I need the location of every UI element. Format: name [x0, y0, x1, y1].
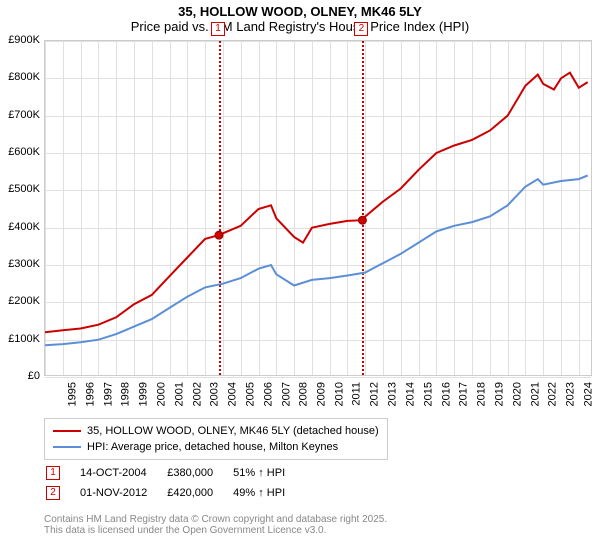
events-table-row: 1 14-OCT-2004£380,00051% ↑ HPI [46, 464, 303, 482]
event-number-box: 1 [46, 466, 60, 480]
x-axis-label: 2008 [298, 382, 310, 406]
x-axis-label: 2023 [565, 382, 577, 406]
footer-line-1: Contains HM Land Registry data © Crown c… [44, 514, 387, 525]
x-axis-label: 2007 [280, 382, 292, 406]
x-axis-label: 1995 [66, 382, 78, 406]
x-axis-label: 1998 [120, 382, 132, 406]
y-axis-label: £500K [0, 183, 40, 195]
event-dot [358, 216, 366, 224]
chart-legend: 35, HOLLOW WOOD, OLNEY, MK46 5LY (detach… [44, 418, 388, 460]
x-axis-label: 2014 [405, 382, 417, 406]
chart-title: 35, HOLLOW WOOD, OLNEY, MK46 5LY [0, 0, 600, 19]
x-axis-label: 2000 [155, 382, 167, 406]
x-axis-label: 2004 [227, 382, 239, 406]
y-axis-label: £800K [0, 71, 40, 83]
x-axis-label: 2016 [440, 382, 452, 406]
legend-label: HPI: Average price, detached house, Milt… [87, 441, 338, 453]
x-axis-label: 2013 [387, 382, 399, 406]
x-axis-label: 2011 [350, 382, 362, 406]
y-axis-label: £200K [0, 295, 40, 307]
event-delta: 49% ↑ HPI [233, 484, 303, 502]
x-axis-label: 2002 [191, 382, 203, 406]
x-axis-label: 2003 [209, 382, 221, 406]
y-axis-label: £600K [0, 146, 40, 158]
event-date: 01-NOV-2012 [80, 484, 165, 502]
chart-svg [45, 41, 593, 377]
y-axis-label: £700K [0, 109, 40, 121]
y-axis-label: £900K [0, 34, 40, 46]
x-axis-label: 2022 [547, 382, 559, 406]
legend-swatch [53, 446, 81, 448]
x-axis-label: 2024 [582, 382, 594, 406]
x-axis-label: 2018 [476, 382, 488, 406]
y-axis-label: £0 [0, 370, 40, 382]
events-table-row: 2 01-NOV-2012£420,00049% ↑ HPI [46, 484, 303, 502]
event-marker: 1 [211, 22, 225, 36]
legend-item: 35, HOLLOW WOOD, OLNEY, MK46 5LY (detach… [53, 423, 379, 439]
series-line [45, 175, 588, 345]
x-axis-label: 2017 [458, 382, 470, 406]
x-axis-label: 2019 [493, 382, 505, 406]
footer-line-2: This data is licensed under the Open Gov… [44, 525, 387, 536]
series-line [45, 73, 588, 333]
x-axis-label: 2006 [262, 382, 274, 406]
event-price: £380,000 [167, 464, 231, 482]
legend-item: HPI: Average price, detached house, Milt… [53, 439, 379, 455]
chart-plot-area [44, 40, 592, 376]
event-number-box: 2 [46, 486, 60, 500]
event-delta: 51% ↑ HPI [233, 464, 303, 482]
events-table: 1 14-OCT-2004£380,00051% ↑ HPI 2 01-NOV-201… [44, 462, 305, 504]
legend-swatch [53, 430, 81, 432]
x-axis-label: 2010 [333, 382, 345, 406]
x-axis-label: 2020 [511, 382, 523, 406]
event-dot [215, 231, 223, 239]
y-axis-label: £100K [0, 333, 40, 345]
x-axis-label: 2021 [529, 382, 541, 406]
footer-attribution: Contains HM Land Registry data © Crown c… [44, 514, 387, 536]
y-axis-label: £300K [0, 258, 40, 270]
y-axis-label: £400K [0, 221, 40, 233]
x-axis-label: 2009 [316, 382, 328, 406]
event-marker: 2 [354, 22, 368, 36]
legend-label: 35, HOLLOW WOOD, OLNEY, MK46 5LY (detach… [87, 425, 379, 437]
chart-subtitle: Price paid vs. HM Land Registry's House … [0, 19, 600, 34]
x-axis-label: 2015 [422, 382, 434, 406]
x-axis-label: 2001 [173, 382, 185, 406]
event-price: £420,000 [167, 484, 231, 502]
x-axis-label: 1999 [138, 382, 150, 406]
x-axis-label: 1997 [102, 382, 114, 406]
x-axis-label: 1996 [84, 382, 96, 406]
x-axis-label: 2012 [369, 382, 381, 406]
event-date: 14-OCT-2004 [80, 464, 165, 482]
x-axis-label: 2005 [244, 382, 256, 406]
